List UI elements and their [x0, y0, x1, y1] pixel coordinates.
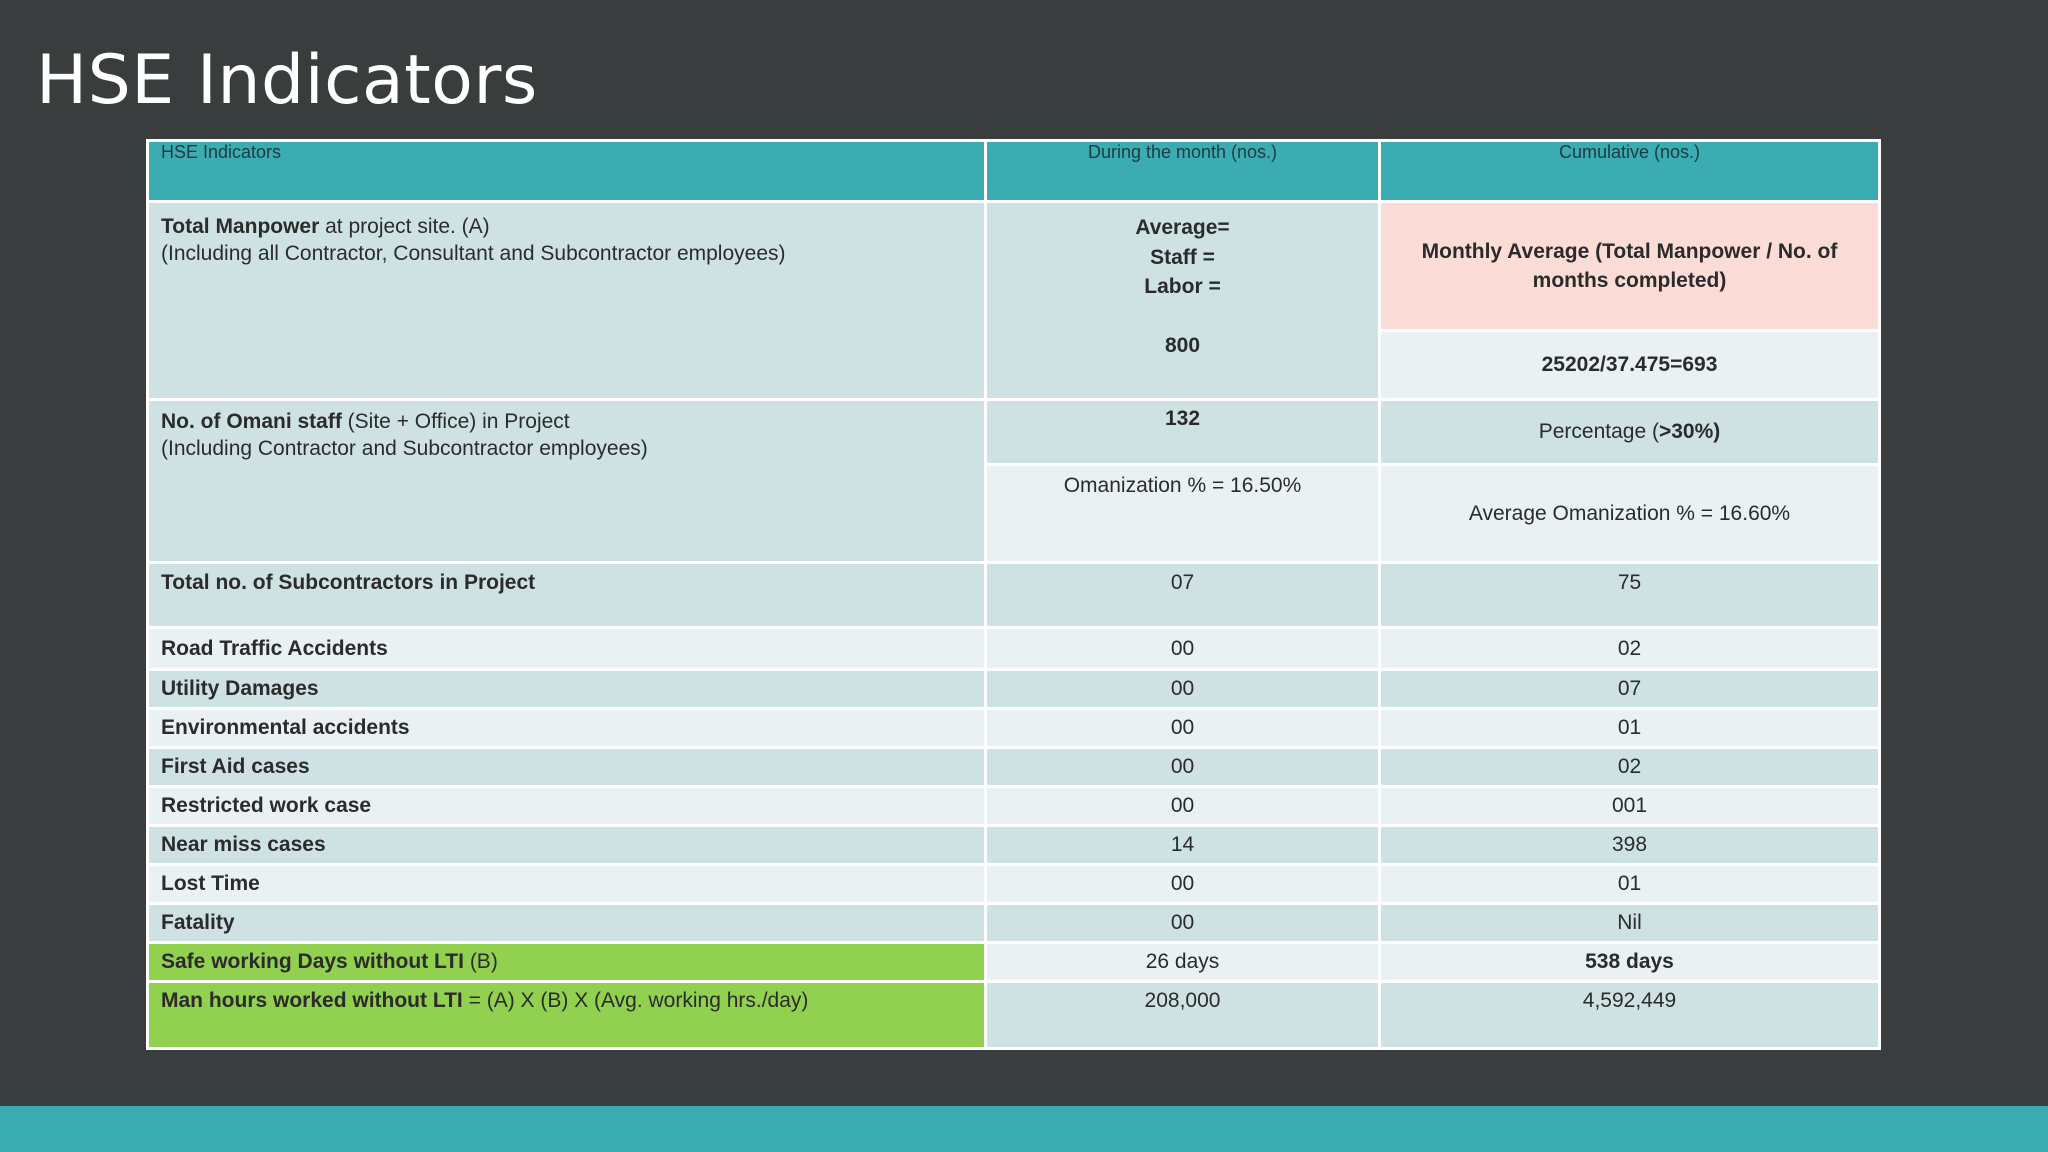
row-label: Utility Damages [146, 668, 987, 710]
manpower-month-value: 800 [1164, 333, 1201, 357]
row-label: First Aid cases [146, 746, 987, 788]
manpower-average-label: Average= [1135, 216, 1230, 239]
manpower-note: (Including all Contractor, Consultant an… [161, 242, 786, 265]
safe-days-row: Safe working Days without LTI (B) 26 day… [146, 941, 1881, 983]
man-hours-label-cell: Man hours worked without LTI = (A) X (B)… [146, 980, 987, 1050]
header-month: During the month (nos.) [984, 139, 1381, 203]
table-row: Lost Time 00 01 [146, 863, 1881, 905]
row-cum: 02 [1378, 626, 1881, 671]
table-row: Near miss cases 14 398 [146, 824, 1881, 866]
row-cum: 02 [1378, 746, 1881, 788]
omani-month-pct: Omanization % = 16.50% [984, 463, 1381, 564]
row-month: 00 [984, 863, 1381, 905]
man-hours-label: Man hours worked without LTI [161, 989, 463, 1012]
row-month: 00 [984, 668, 1381, 710]
row-month: 00 [984, 785, 1381, 827]
manpower-month-cell: Average= Staff = Labor = 800 [984, 200, 1381, 401]
man-hours-label-rest: = (A) X (B) X (Avg. working hrs./day) [462, 989, 809, 1012]
table-row: Utility Damages 00 07 [146, 668, 1881, 710]
manpower-row-top: Total Manpower at project site. (A) (Inc… [146, 200, 1881, 401]
table-row: First Aid cases 00 02 [146, 746, 1881, 788]
row-cum: 01 [1378, 707, 1881, 749]
omani-label: No. of Omani staff [161, 410, 342, 433]
table-row: Environmental accidents 00 01 [146, 707, 1881, 749]
man-hours-cum: 4,592,449 [1378, 980, 1881, 1050]
row-label: Restricted work case [146, 785, 987, 827]
safe-days-month: 26 days [984, 941, 1381, 983]
table-row: Restricted work case 00 001 [146, 785, 1881, 827]
omani-row-top: No. of Omani staff (Site + Office) in Pr… [146, 398, 1881, 564]
omani-cum-prefix: Percentage ( [1538, 420, 1659, 443]
safe-days-label-cell: Safe working Days without LTI (B) [146, 941, 987, 983]
row-cum: 01 [1378, 863, 1881, 905]
row-cum: 07 [1378, 668, 1881, 710]
man-hours-month: 208,000 [984, 980, 1381, 1050]
omani-month-value: 132 [984, 398, 1381, 466]
manpower-label-cell: Total Manpower at project site. (A) (Inc… [146, 200, 987, 401]
row-label: Fatality [146, 902, 987, 944]
manpower-cum-value: 25202/37.475=693 [1378, 329, 1881, 401]
manpower-label-rest: at project site. (A) [319, 215, 490, 238]
omani-label-cell: No. of Omani staff (Site + Office) in Pr… [146, 398, 987, 564]
man-hours-row: Man hours worked without LTI = (A) X (B)… [146, 980, 1881, 1050]
table-header-row: HSE Indicators During the month (nos.) C… [146, 139, 1881, 203]
omani-label-rest: (Site + Office) in Project [341, 410, 570, 433]
header-indicator: HSE Indicators [146, 139, 987, 203]
subcontractors-cum: 75 [1378, 561, 1881, 629]
row-month: 14 [984, 824, 1381, 866]
row-label: Road Traffic Accidents [146, 626, 987, 671]
omani-cum-pct: Average Omanization % = 16.60% [1378, 463, 1881, 564]
row-month: 00 [984, 626, 1381, 671]
table-row: Road Traffic Accidents 00 02 [146, 626, 1881, 671]
omani-cum-threshold: >30%) [1658, 420, 1721, 443]
manpower-label: Total Manpower [161, 215, 320, 238]
manpower-staff-label: Staff = [1150, 245, 1215, 269]
manpower-cum-heading: Monthly Average (Total Manpower / No. of… [1378, 200, 1881, 332]
row-month: 00 [984, 707, 1381, 749]
safe-days-label-rest: (B) [463, 950, 498, 973]
row-month: 00 [984, 746, 1381, 788]
row-cum: Nil [1378, 902, 1881, 944]
row-month: 00 [984, 902, 1381, 944]
header-cumulative: Cumulative (nos.) [1378, 139, 1881, 203]
hse-indicators-table: HSE Indicators During the month (nos.) C… [146, 139, 1881, 1050]
omani-cum-percentage-cell: Percentage (>30%) [1378, 398, 1881, 466]
manpower-row-bottom: 25202/37.475=693 [148, 329, 1881, 401]
row-label: Near miss cases [146, 824, 987, 866]
safe-days-label: Safe working Days without LTI [161, 950, 464, 973]
manpower-labor-label: Labor = [1144, 275, 1221, 298]
row-cum: 001 [1378, 785, 1881, 827]
subcontractors-row: Total no. of Subcontractors in Project 0… [146, 561, 1881, 629]
row-cum: 398 [1378, 824, 1881, 866]
footer-bar [0, 1106, 2048, 1152]
subcontractors-month: 07 [984, 561, 1381, 629]
table-row: Fatality 00 Nil [146, 902, 1881, 944]
safe-days-cum: 538 days [1378, 941, 1881, 983]
omani-note: (Including Contractor and Subcontractor … [161, 437, 648, 460]
row-label: Environmental accidents [146, 707, 987, 749]
subcontractors-label: Total no. of Subcontractors in Project [146, 561, 987, 629]
row-label: Lost Time [146, 863, 987, 905]
slide-title: HSE Indicators [36, 41, 538, 120]
omani-row-bottom: Omanization % = 16.50% Average Omanizati… [148, 463, 1881, 564]
